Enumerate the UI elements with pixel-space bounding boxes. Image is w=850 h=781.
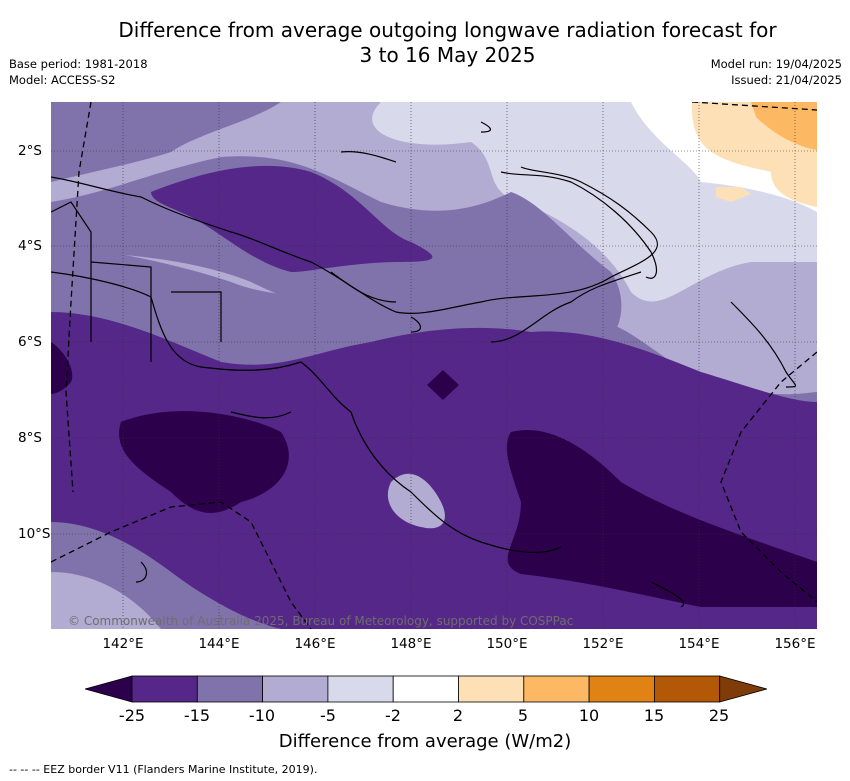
map-svg xyxy=(51,102,817,629)
left-metadata: Base period: 1981-2018 Model: ACCESS-S2 xyxy=(9,56,148,88)
cb-tick-3: -5 xyxy=(320,706,336,725)
colorbar-cell-7 xyxy=(523,675,590,703)
graticule xyxy=(51,102,817,629)
colorbar-cell-9 xyxy=(654,675,721,703)
lon-tick-152: 152°E xyxy=(582,636,624,652)
lat-tick-8s: 8°S xyxy=(18,430,42,446)
colorbar-cells xyxy=(85,675,767,703)
lon-tick-142: 142°E xyxy=(102,636,144,652)
contour-dark-diamond xyxy=(427,370,459,400)
cb-tick-7: 10 xyxy=(578,706,600,725)
contour-dark-south-west xyxy=(119,411,289,513)
lat-tick-4s: 4°S xyxy=(18,238,42,254)
cb-tick-9: 25 xyxy=(708,706,730,725)
colorbar-cell-4 xyxy=(327,675,394,703)
colorbar-extend-high xyxy=(719,675,767,703)
colorbar-cell-2 xyxy=(196,675,264,703)
eez-borders xyxy=(51,102,817,629)
colorbar-cell-8 xyxy=(588,675,655,703)
eez-legend: -- -- -- EEZ border V11 (Flanders Marine… xyxy=(9,763,318,776)
colorbar-label: Difference from average (W/m2) xyxy=(278,731,572,752)
colorbar-cell-5 xyxy=(392,675,459,703)
colorbar-extend-low xyxy=(85,675,133,703)
lon-tick-148: 148°E xyxy=(390,636,432,652)
lat-tick-10s: 10°S xyxy=(18,526,51,542)
contour-island-light xyxy=(387,473,445,529)
contour-orange-mid xyxy=(751,102,817,150)
base-period: Base period: 1981-2018 xyxy=(9,57,148,71)
map-title: Difference from average outgoing longwav… xyxy=(0,18,850,68)
copyright-notice: © Commonwealth of Australia 2025, Bureau… xyxy=(68,614,574,628)
title-line-2: 3 to 16 May 2025 xyxy=(359,43,536,67)
contour-dark-south-east xyxy=(506,430,817,607)
cb-tick-5: 2 xyxy=(452,706,464,725)
coastlines xyxy=(51,121,796,608)
title-line-1: Difference from average outgoing longwav… xyxy=(118,18,777,42)
contour-southwest-light xyxy=(51,572,161,629)
cb-tick-0: -25 xyxy=(118,706,146,725)
cb-tick-6: 5 xyxy=(517,706,529,725)
right-metadata: Model run: 19/04/2025 Issued: 21/04/2025 xyxy=(711,56,842,88)
issued-date: Issued: 21/04/2025 xyxy=(731,73,842,87)
contour-purple-north xyxy=(151,165,433,272)
lon-tick-146: 146°E xyxy=(294,636,336,652)
lat-tick-6s: 6°S xyxy=(18,334,42,350)
lon-tick-144: 144°E xyxy=(198,636,240,652)
lon-tick-154: 154°E xyxy=(678,636,720,652)
lat-tick-2s: 2°S xyxy=(18,143,42,159)
lon-tick-150: 150°E xyxy=(486,636,528,652)
colorbar-cell-1 xyxy=(131,675,198,703)
lon-tick-156: 156°E xyxy=(774,636,816,652)
colorbar xyxy=(85,675,767,703)
colorbar-cell-6 xyxy=(458,675,525,703)
model-name: Model: ACCESS-S2 xyxy=(9,73,116,87)
cb-tick-1: -15 xyxy=(183,706,211,725)
cb-tick-8: 15 xyxy=(643,706,665,725)
cb-tick-4: -2 xyxy=(385,706,401,725)
model-run: Model run: 19/04/2025 xyxy=(710,57,842,71)
colorbar-cell-3 xyxy=(262,675,329,703)
cb-tick-2: -10 xyxy=(248,706,276,725)
map-panel xyxy=(51,102,817,629)
